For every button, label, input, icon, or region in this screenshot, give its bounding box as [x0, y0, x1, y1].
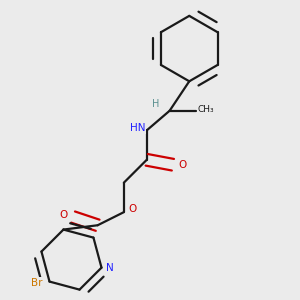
- Text: H: H: [152, 99, 160, 109]
- Text: O: O: [178, 160, 187, 170]
- Text: O: O: [60, 210, 68, 220]
- Text: O: O: [129, 204, 137, 214]
- Text: HN: HN: [130, 123, 145, 133]
- Text: N: N: [106, 262, 114, 273]
- Text: Br: Br: [31, 278, 43, 288]
- Text: CH₃: CH₃: [197, 105, 214, 114]
